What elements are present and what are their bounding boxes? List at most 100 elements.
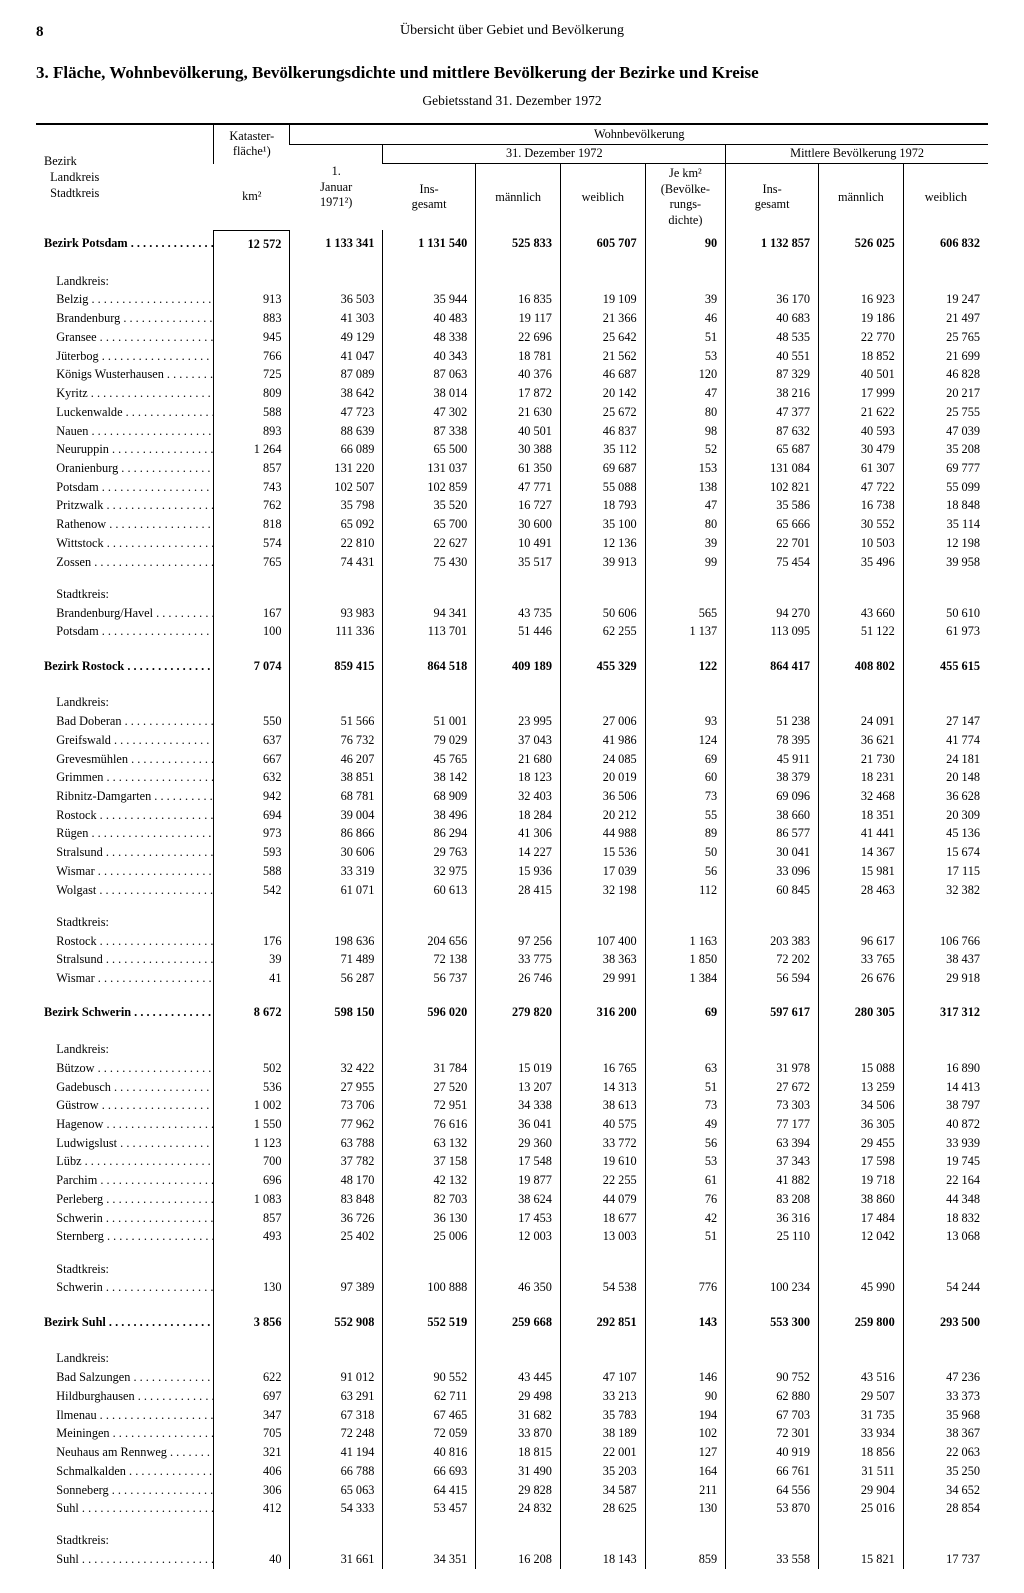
cell-dens: 565 (645, 604, 726, 623)
cell-area: 39 (214, 951, 290, 970)
table-row: Wismar58833 31932 97515 93617 0395633 09… (36, 862, 988, 881)
cell-jan: 56 287 (290, 970, 383, 989)
cell-dens: 51 (645, 328, 726, 347)
hdr-pop-span: Wohnbevölkerung (290, 124, 988, 144)
row-name: Wolgast (36, 881, 214, 900)
cell-area: 347 (214, 1406, 290, 1425)
cell-w: 33 213 (560, 1387, 645, 1406)
cell-mm: 408 802 (819, 653, 904, 681)
group-label: Landkreis: (36, 1038, 214, 1059)
cell-w: 107 400 (560, 932, 645, 951)
cell-ins: 51 001 (383, 713, 476, 732)
cell-area: 1 123 (214, 1134, 290, 1153)
hdr-ins: Ins- gesamt (383, 164, 476, 230)
cell-w: 25 642 (560, 328, 645, 347)
cell-dens: 1 137 (645, 623, 726, 642)
cell-jan: 25 402 (290, 1228, 383, 1247)
cell-dens: 211 (645, 1481, 726, 1500)
cell-area: 41 (214, 970, 290, 989)
row-name: Neuruppin (36, 441, 214, 460)
table-row: Perleberg1 08383 84882 70338 62444 07976… (36, 1190, 988, 1209)
group-label-row: Stadtkreis: (36, 1258, 988, 1279)
table-row: Schwerin13097 389100 88846 35054 5387761… (36, 1279, 988, 1298)
cell-mins: 22 701 (726, 534, 819, 553)
cell-jan: 39 004 (290, 806, 383, 825)
cell-mw: 18 832 (903, 1209, 988, 1228)
cell-mw: 317 312 (903, 999, 988, 1027)
cell-dens: 46 (645, 310, 726, 329)
spacer-row (36, 900, 988, 911)
cell-mm: 18 852 (819, 347, 904, 366)
cell-area: 765 (214, 553, 290, 572)
cell-area: 12 572 (214, 230, 290, 258)
cell-mm: 19 186 (819, 310, 904, 329)
spacer-row (36, 259, 988, 270)
cell-w: 19 109 (560, 291, 645, 310)
cell-area: 705 (214, 1425, 290, 1444)
cell-mm: 38 860 (819, 1190, 904, 1209)
row-name: Grimmen (36, 769, 214, 788)
cell-ins: 68 909 (383, 788, 476, 807)
cell-ins: 1 131 540 (383, 230, 476, 258)
cell-ins: 100 888 (383, 1279, 476, 1298)
cell-mw: 36 628 (903, 788, 988, 807)
cell-jan: 88 639 (290, 422, 383, 441)
cell-mins: 77 177 (726, 1116, 819, 1135)
group-label: Stadtkreis: (36, 911, 214, 932)
cell-m: 31 490 (476, 1462, 561, 1481)
cell-dens: 49 (645, 1116, 726, 1135)
hdr-w: weiblich (560, 164, 645, 230)
cell-mins: 38 660 (726, 806, 819, 825)
cell-area: 40 (214, 1551, 290, 1570)
cell-jan: 598 150 (290, 999, 383, 1027)
cell-mw: 27 147 (903, 713, 988, 732)
cell-jan: 102 507 (290, 478, 383, 497)
cell-w: 22 255 (560, 1172, 645, 1191)
cell-dens: 42 (645, 1209, 726, 1228)
table-row: Rostock69439 00438 49618 28420 2125538 6… (36, 806, 988, 825)
cell-mm: 36 621 (819, 731, 904, 750)
cell-mm: 29 507 (819, 1387, 904, 1406)
cell-area: 176 (214, 932, 290, 951)
spacer-row (36, 572, 988, 583)
cell-m: 21 680 (476, 750, 561, 769)
table-row: Suhl41254 33353 45724 83228 62513053 870… (36, 1500, 988, 1519)
cell-mw: 46 828 (903, 366, 988, 385)
cell-w: 605 707 (560, 230, 645, 258)
row-name: Meiningen (36, 1425, 214, 1444)
cell-area: 1 083 (214, 1190, 290, 1209)
cell-area: 493 (214, 1228, 290, 1247)
cell-w: 35 100 (560, 516, 645, 535)
cell-mins: 30 041 (726, 844, 819, 863)
cell-w: 455 329 (560, 653, 645, 681)
cell-mins: 63 394 (726, 1134, 819, 1153)
cell-ins: 40 816 (383, 1444, 476, 1463)
cell-area: 7 074 (214, 653, 290, 681)
cell-mins: 113 095 (726, 623, 819, 642)
row-name: Grevesmühlen (36, 750, 214, 769)
cell-mm: 16 738 (819, 497, 904, 516)
cell-jan: 41 194 (290, 1444, 383, 1463)
cell-area: 1 002 (214, 1097, 290, 1116)
cell-dens: 1 850 (645, 951, 726, 970)
cell-jan: 61 071 (290, 881, 383, 900)
cell-mw: 455 615 (903, 653, 988, 681)
cell-mins: 60 845 (726, 881, 819, 900)
group-label: Landkreis: (36, 1347, 214, 1368)
cell-ins: 40 483 (383, 310, 476, 329)
cell-jan: 38 642 (290, 385, 383, 404)
data-table: Bezirk Landkreis Stadtkreis Kataster- fl… (36, 123, 988, 1569)
cell-mm: 15 981 (819, 862, 904, 881)
cell-w: 292 851 (560, 1309, 645, 1337)
cell-jan: 83 848 (290, 1190, 383, 1209)
cell-mw: 38 797 (903, 1097, 988, 1116)
cell-dens: 52 (645, 441, 726, 460)
cell-mm: 61 307 (819, 459, 904, 478)
cell-area: 696 (214, 1172, 290, 1191)
cell-mins: 73 303 (726, 1097, 819, 1116)
cell-dens: 143 (645, 1309, 726, 1337)
hdr-area-unit: km² (214, 164, 290, 230)
table-row: Wittstock57422 81022 62710 49112 1363922… (36, 534, 988, 553)
group-label: Stadtkreis: (36, 1258, 214, 1279)
cell-m: 28 415 (476, 881, 561, 900)
